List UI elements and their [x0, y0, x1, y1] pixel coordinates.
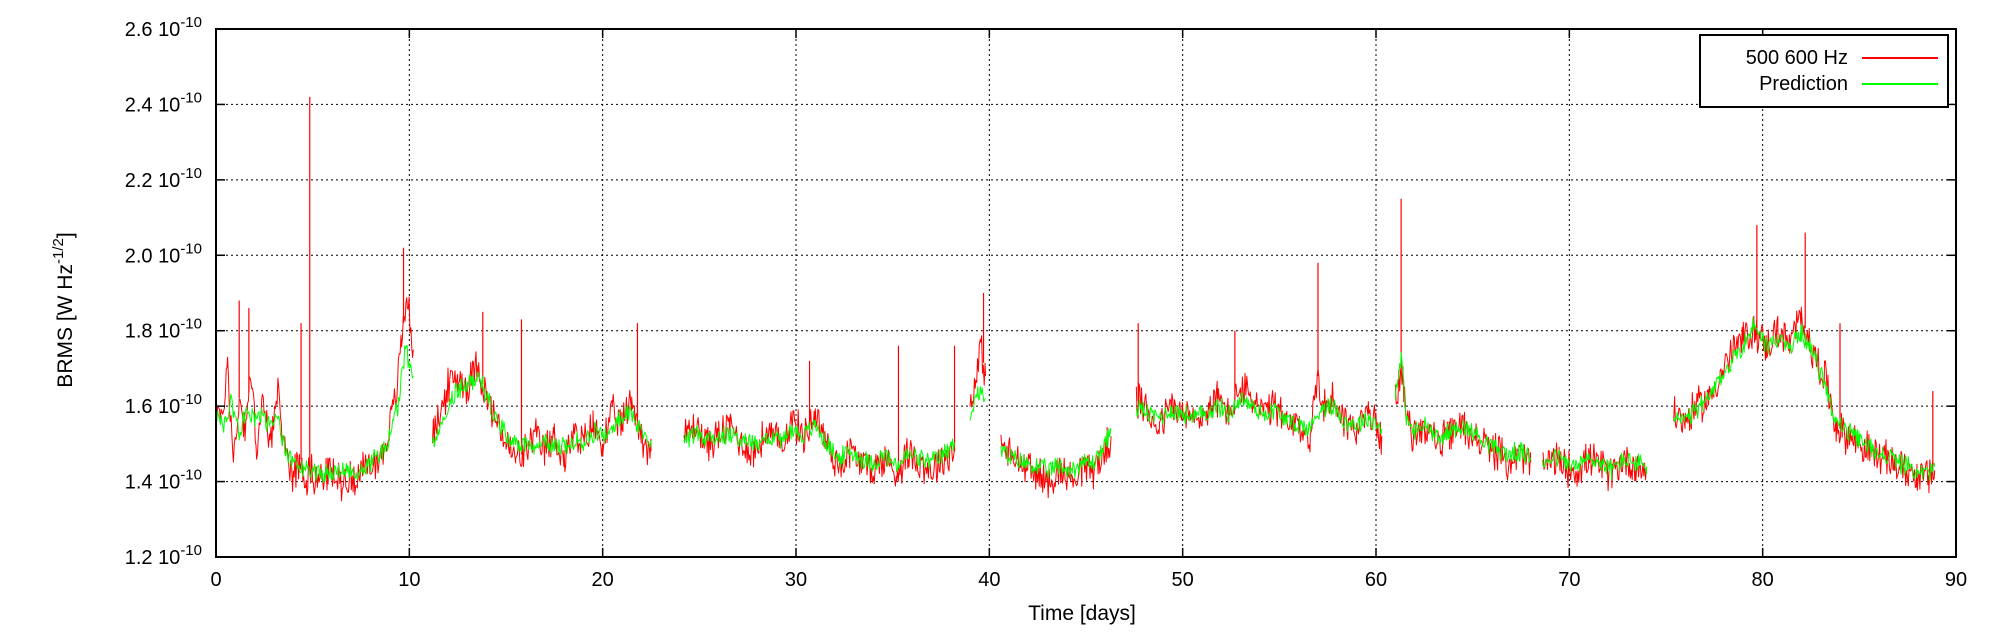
- y-axis-title-end: ]: [54, 232, 77, 238]
- series-line-segment: [1000, 428, 1112, 479]
- x-axis-title: Time [days]: [1028, 602, 1136, 625]
- y-tick-label: 1.4 10-10: [125, 467, 202, 494]
- y-axis-title: BRMS [W Hz-1/2]: [50, 232, 77, 387]
- series-line-segment: [1541, 449, 1648, 481]
- series-line-segment: [215, 345, 414, 483]
- y-tick-label: 2.2 10-10: [125, 165, 202, 192]
- y-axis-title-main: BRMS [W Hz: [54, 264, 77, 388]
- ticks-layer: 0 10 20 30 40 50 60 70 80 90 1.2 10-10 1.4 10-10 1.6…: [125, 14, 1967, 591]
- y-axis-title-exponent: -1/2: [50, 238, 67, 264]
- series-line-segment: [1394, 351, 1532, 464]
- x-tick-label: 60: [1365, 569, 1387, 591]
- series-line-segment: [1542, 442, 1648, 492]
- x-tick-label: 10: [398, 569, 420, 591]
- series-line-segment: [432, 371, 652, 455]
- x-tick-label: 40: [978, 569, 1000, 591]
- series-line-segment: [969, 335, 986, 408]
- series-line-segment: [1673, 306, 1936, 494]
- series-line-segment: [1673, 317, 1936, 482]
- x-tick-label: 50: [1172, 569, 1194, 591]
- series-prediction: [215, 317, 1936, 483]
- series-line-segment: [969, 386, 986, 421]
- series-line-segment: [1135, 392, 1383, 436]
- series-line-segment: [432, 351, 652, 473]
- y-tick-label: 2.4 10-10: [125, 89, 202, 116]
- legend-box: [1699, 34, 1949, 108]
- x-tick-label: 20: [592, 569, 614, 591]
- series-layer: [215, 96, 1936, 502]
- x-tick-label: 30: [785, 569, 807, 591]
- y-tick-label: 2.6 10-10: [125, 14, 202, 41]
- x-tick-label: 70: [1558, 569, 1580, 591]
- legend-label-prediction: Prediction: [1759, 73, 1848, 95]
- x-tick-label: 0: [210, 569, 221, 591]
- series-line-segment: [683, 419, 955, 473]
- legend-label-500-600-hz: 500 600 Hz: [1746, 47, 1848, 69]
- x-tick-label: 80: [1752, 569, 1774, 591]
- plot-frame: [215, 28, 1957, 558]
- y-tick-label: 1.8 10-10: [125, 316, 202, 343]
- y-tick-label: 1.6 10-10: [125, 391, 202, 418]
- legend: 500 600 Hz Prediction: [1699, 34, 1949, 108]
- y-tick-label: 2.0 10-10: [125, 240, 202, 267]
- y-tick-label: 1.2 10-10: [125, 542, 202, 569]
- x-tick-label: 90: [1945, 569, 1967, 591]
